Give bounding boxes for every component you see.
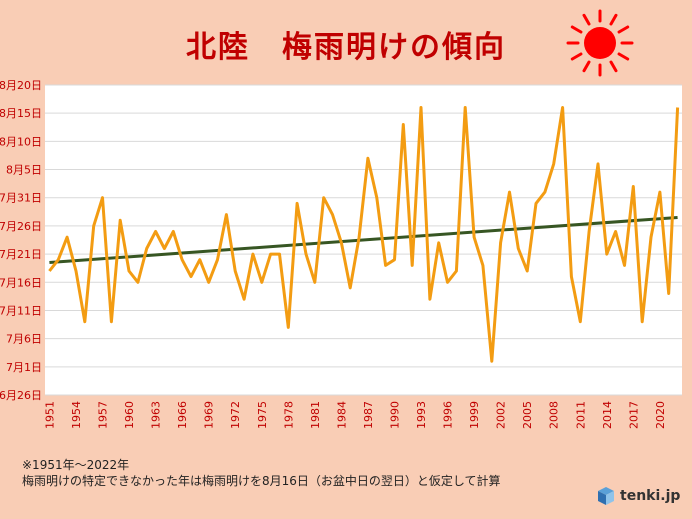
x-tick-label: 1996 (442, 401, 455, 429)
x-tick-label: 1957 (97, 401, 110, 429)
y-tick-label: 7月11日 (0, 304, 42, 317)
y-tick-label: 8月5日 (6, 164, 42, 177)
x-tick-label: 2020 (654, 401, 667, 429)
y-tick-label: 7月16日 (0, 276, 42, 289)
x-tick-label: 1951 (43, 401, 56, 429)
x-tick-label: 1954 (70, 401, 83, 429)
x-axis-labels: 1951 1954 1957 1960 1963 1966 1969 1972 1975 1978… (43, 401, 666, 429)
note-assumption: 梅雨明けの特定できなかった年は梅雨明けを8月16日（お盆中日の翌日）と仮定して計… (22, 474, 501, 488)
x-tick-label: 1978 (282, 401, 295, 429)
y-tick-label: 7月26日 (0, 220, 42, 233)
x-tick-label: 2008 (548, 401, 561, 429)
y-tick-label: 7月31日 (0, 192, 42, 205)
y-axis-labels: 6月26日 7月1日 7月6日 7月11日 7月16日 7月21日 7月26日 7月31日 8月… (0, 79, 42, 402)
y-tick-label: 6月26日 (0, 389, 42, 402)
tenki-logo: tenki.jp (596, 486, 680, 506)
x-tick-label: 1960 (123, 401, 136, 429)
sun-ray (609, 60, 618, 73)
cube-icon (598, 487, 614, 505)
chart-title: 北陸 梅雨明けの傾向 (186, 30, 506, 65)
x-tick-label: 2011 (574, 401, 587, 429)
x-tick-label: 1972 (229, 401, 242, 429)
x-tick-label: 1999 (468, 401, 481, 429)
x-tick-label: 2017 (627, 401, 640, 429)
x-tick-label: 1975 (256, 401, 269, 429)
x-tick-label: 1993 (415, 401, 428, 429)
y-tick-label: 8月20日 (0, 79, 42, 92)
x-tick-label: 2005 (521, 401, 534, 429)
sun-ray (617, 52, 630, 61)
y-tick-label: 7月1日 (6, 361, 42, 374)
series-line (48, 106, 680, 363)
sun-ray (570, 52, 583, 61)
sun-ray (582, 13, 591, 26)
trend-line (49, 215, 678, 265)
y-tick-label: 7月21日 (0, 248, 42, 261)
logo-text: tenki.jp (620, 488, 681, 504)
x-tick-label: 1990 (388, 401, 401, 429)
x-tick-label: 1966 (176, 401, 189, 429)
y-tick-label: 7月6日 (6, 333, 42, 346)
y-tick-label: 8月10日 (0, 135, 42, 148)
x-tick-label: 1987 (362, 401, 375, 429)
x-tick-label: 1969 (203, 401, 216, 429)
x-tick-label: 2014 (601, 401, 614, 429)
x-tick-label: 1963 (150, 401, 163, 429)
y-tick-label: 8月15日 (0, 107, 42, 120)
x-tick-label: 1981 (309, 401, 322, 429)
sun-ray (617, 25, 630, 34)
chart: 6月26日 7月1日 7月6日 7月11日 7月16日 7月21日 7月26日 7月31日 8月… (0, 79, 682, 429)
x-tick-label: 2002 (495, 401, 508, 429)
x-tick-label: 1984 (335, 401, 348, 429)
sun-ray (582, 60, 591, 73)
sun-ray (609, 13, 618, 26)
sun-icon (566, 9, 634, 77)
note-period: ※1951年～2022年 (22, 458, 130, 472)
sun-ray (570, 25, 583, 34)
